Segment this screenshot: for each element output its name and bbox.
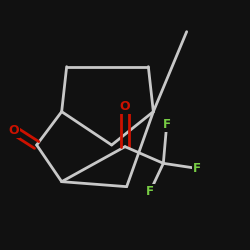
Text: O: O xyxy=(120,100,130,113)
Text: F: F xyxy=(146,185,154,198)
Text: F: F xyxy=(163,118,171,132)
Text: F: F xyxy=(193,162,201,175)
Text: O: O xyxy=(8,124,19,136)
